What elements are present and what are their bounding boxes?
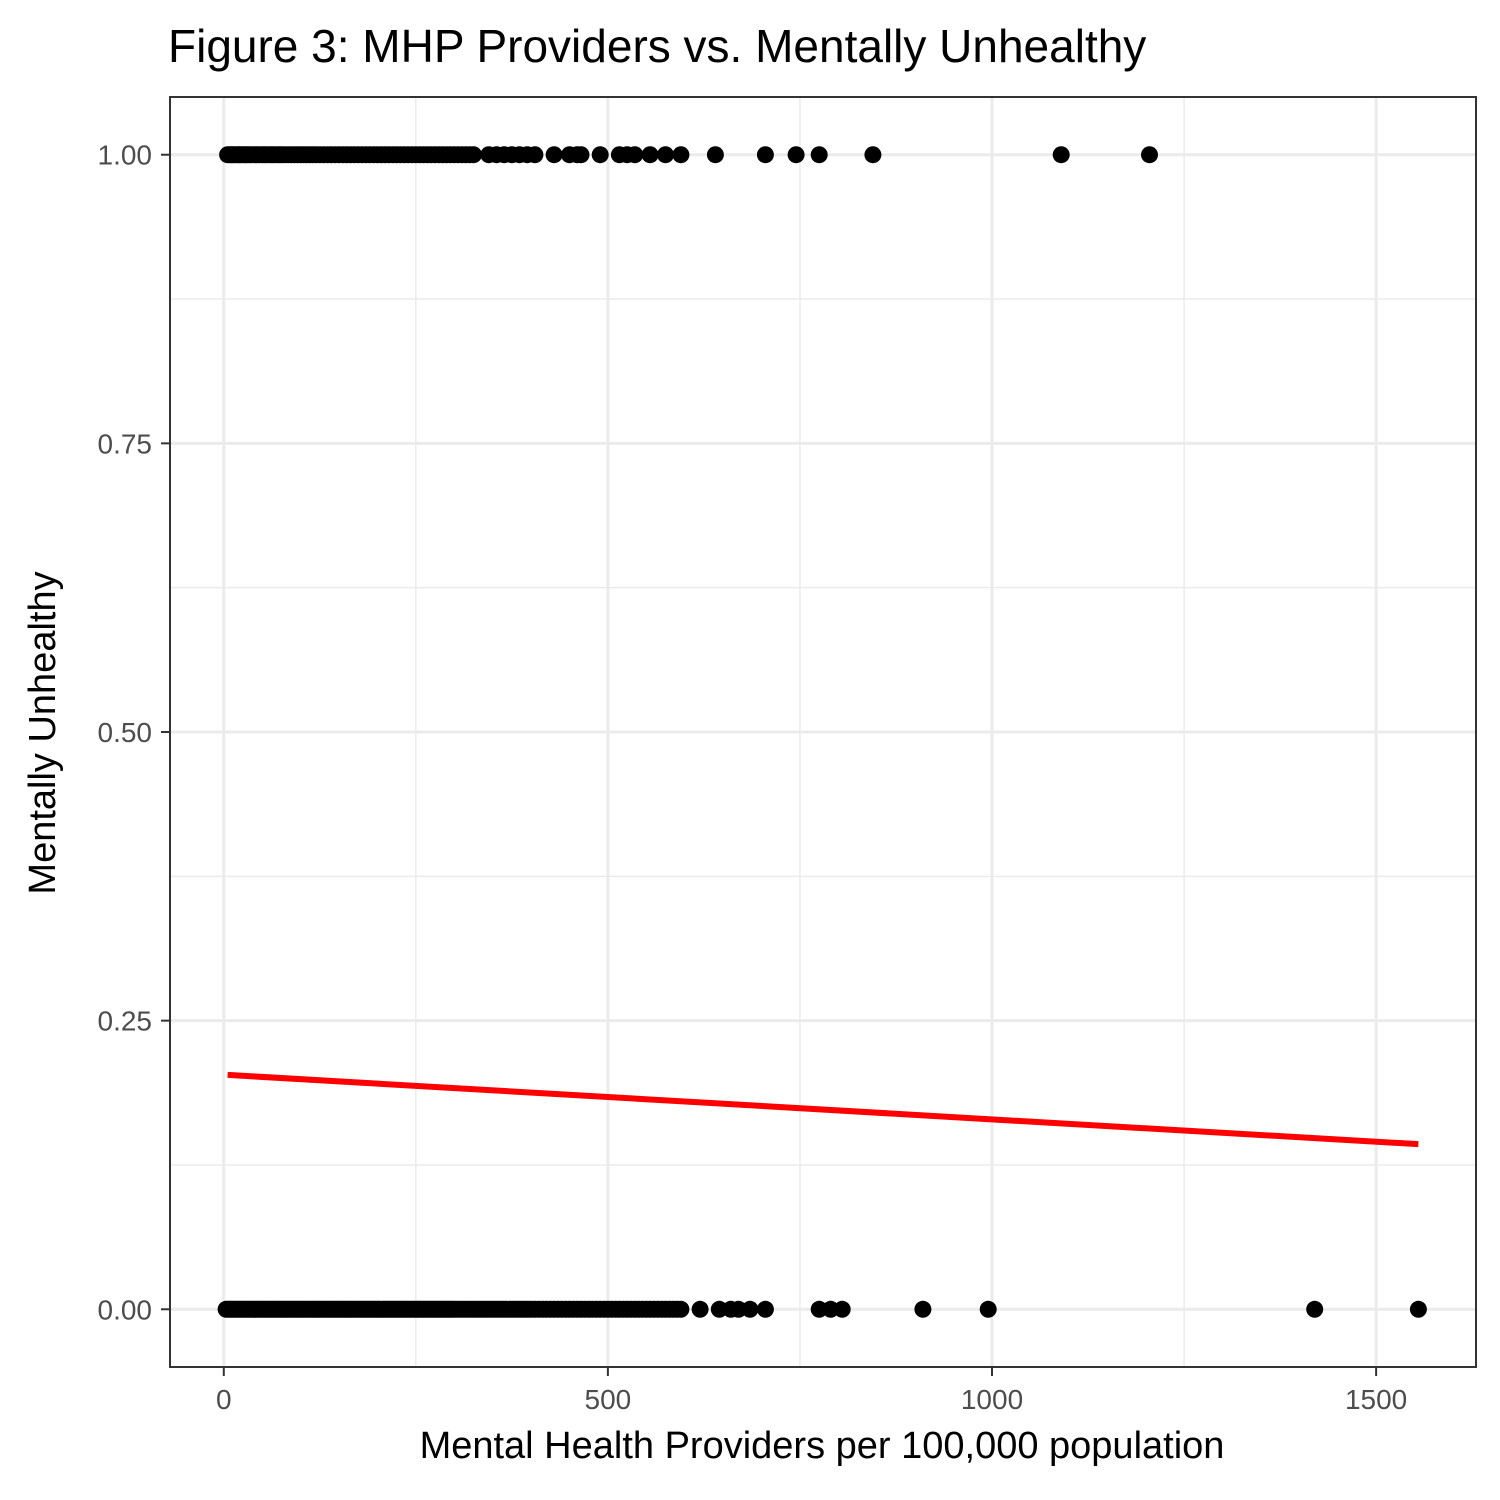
data-points bbox=[217, 146, 1427, 1318]
data-point bbox=[572, 146, 590, 164]
data-point bbox=[1409, 1300, 1427, 1318]
data-point bbox=[756, 146, 774, 164]
data-point bbox=[864, 146, 882, 164]
y-tick-label: 1.00 bbox=[98, 140, 153, 171]
data-point bbox=[526, 146, 544, 164]
data-point bbox=[545, 146, 563, 164]
y-tick-label: 0.00 bbox=[98, 1294, 153, 1325]
data-point bbox=[657, 146, 674, 164]
data-point bbox=[741, 1300, 759, 1318]
x-tick-label: 0 bbox=[216, 1384, 232, 1415]
data-point bbox=[787, 146, 805, 164]
y-tick-label: 0.75 bbox=[98, 428, 153, 459]
data-point bbox=[626, 146, 644, 164]
data-point bbox=[672, 146, 690, 164]
x-axis: 0 500 1000 1500 bbox=[216, 1367, 1407, 1415]
x-tick-label: 1000 bbox=[961, 1384, 1023, 1415]
data-point bbox=[591, 146, 609, 164]
x-axis-title: Mental Health Providers per 100,000 popu… bbox=[420, 1425, 1225, 1467]
data-point bbox=[1306, 1300, 1324, 1318]
data-point bbox=[465, 146, 482, 164]
x-tick-label: 1500 bbox=[1345, 1384, 1407, 1415]
data-point bbox=[1141, 146, 1158, 164]
chart-title: Figure 3: MHP Providers vs. Mentally Unh… bbox=[168, 20, 1146, 72]
y-axis: 0.00 0.25 0.50 0.75 1.00 bbox=[98, 140, 170, 1325]
data-point bbox=[979, 1300, 997, 1318]
data-point bbox=[833, 1300, 851, 1318]
plot-panel bbox=[169, 96, 1477, 1368]
data-point bbox=[641, 146, 659, 164]
y-axis-title: Mentally Unhealthy bbox=[22, 571, 64, 894]
data-point bbox=[1052, 146, 1070, 164]
data-point bbox=[810, 146, 828, 164]
data-point bbox=[672, 1300, 690, 1318]
data-point bbox=[691, 1300, 709, 1318]
trend-line bbox=[227, 1071, 1419, 1148]
x-tick-label: 500 bbox=[585, 1384, 632, 1415]
data-point bbox=[706, 146, 724, 164]
data-point bbox=[914, 1300, 932, 1318]
data-point bbox=[756, 1300, 774, 1318]
y-tick-label: 0.25 bbox=[98, 1006, 153, 1037]
y-tick-label: 0.50 bbox=[98, 717, 153, 748]
